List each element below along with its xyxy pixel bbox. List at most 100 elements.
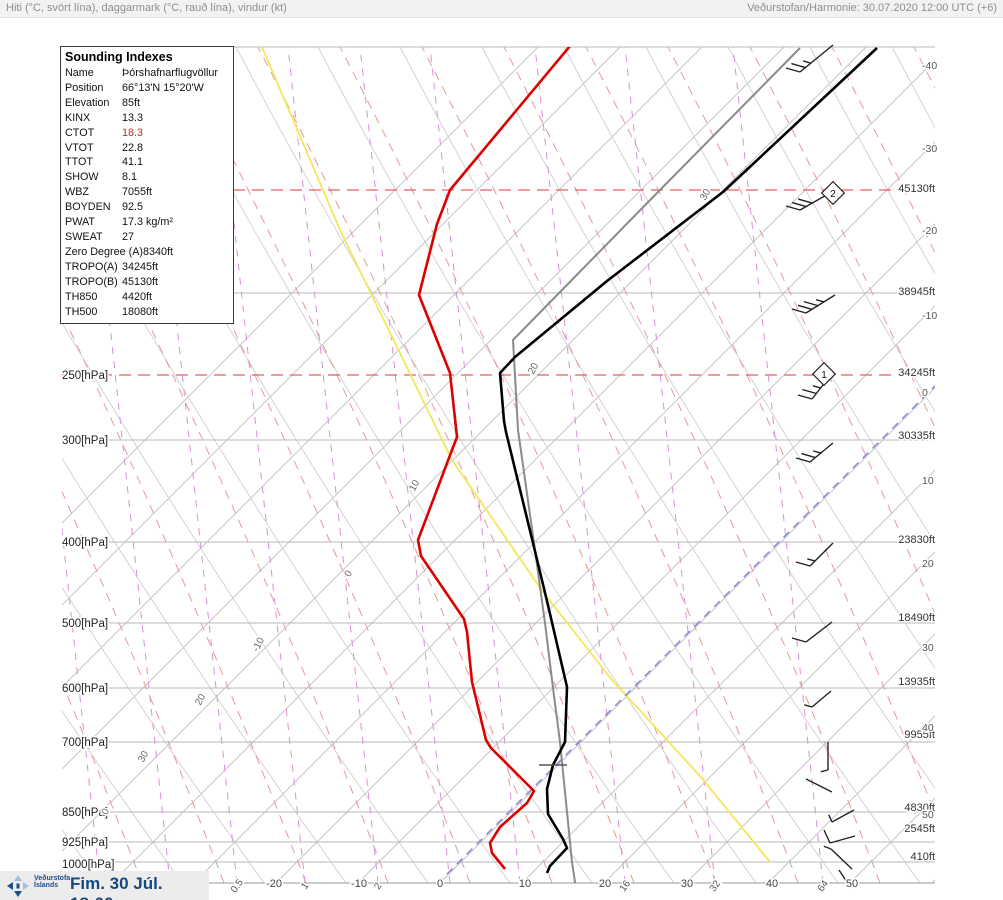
header-legend: Hiti (°C, svört lína), daggarmark (°C, r… [6,2,287,14]
index-value: 8340ft [143,245,174,258]
wind-barb-tick [823,829,831,844]
moist-adiabat-line [257,47,635,883]
moist-adiabat-line [0,47,60,883]
index-value: Þórshafnarflugvöllur [122,67,219,79]
dewpoint-curve [416,47,571,870]
pressure-axis-label: 850[hPa] [62,807,108,819]
yellow-reference-line [261,47,771,863]
dry-adiabat-line [563,47,935,669]
footer-datetime: Fim. 30 Júl. 18:00 [70,874,163,900]
freezing-isotherm-line [437,385,935,883]
mixing-ratio-label: 2 [372,880,384,891]
dry-adiabat-line [62,457,347,883]
mixing-ratio-line [359,47,451,883]
dry-adiabat-line [809,47,935,275]
wind-barb-half-tick [828,814,833,823]
wind-barb-half-tick [804,704,813,708]
index-row: SHOW 8.1 [65,170,233,185]
bottom-temp-label: 50 [846,878,858,890]
moist-adiabat-line [62,144,389,883]
moist-adiabat-line [62,681,143,883]
index-value: 27 [122,230,135,243]
pressure-axis-label: 700[hPa] [62,737,108,749]
wind-barb [823,829,856,844]
wind-barb-staff [805,294,836,314]
adiabat-label: -10 [251,635,268,653]
mixing-ratio-line [624,47,716,883]
wind-barb-staff [811,690,832,708]
index-label: SWEAT [65,230,103,243]
adiabat-label: 0 [343,568,356,578]
bottom-temp-label: 0 [437,878,443,890]
tropopause-marker-diamond [811,361,837,387]
index-row: PWAT 17.3 kg/m² [65,215,233,230]
index-label: Zero Degree (A) [65,245,144,258]
wind-barb-tick [797,304,813,310]
wind-barb-tick [785,67,801,73]
index-label: Name [65,67,94,79]
isotherm-line [521,469,935,883]
isotherm-line [111,59,935,883]
wind-barb-tick [802,388,817,395]
index-label: TROPO(B) [65,275,118,288]
adiabat-label: 20 [193,692,208,707]
isotherm-line [62,47,621,606]
right-temp-label: -20 [922,225,937,237]
dry-adiabat-line [317,47,839,883]
mixing-ratio-label: 16 [618,878,634,894]
wind-barb [795,542,834,567]
tropopause-marker: 1 [811,361,837,387]
moist-adiabat-line [62,312,307,883]
wind-barb-staff [838,869,852,889]
wind-barb-tick [797,198,813,204]
mixing-ratio-label: 0.5 [229,877,246,895]
index-label: TH500 [65,305,98,318]
isotherm-line [849,797,935,883]
index-row: Zero Degree (A) 8340ft [65,245,233,260]
right-temp-label: 30 [922,642,934,654]
wind-barb [804,690,832,708]
isotherm-line [931,879,935,883]
wind-barb [820,742,829,773]
index-value: 22.8 [122,141,144,154]
pressure-axis-label: 500[hPa] [62,618,108,630]
wind-barb-tick [785,205,801,211]
dry-adiabat-line [481,47,935,789]
index-row: VTOT 22.8 [65,141,233,156]
wind-barb-staff [830,848,853,870]
index-label: Position [65,81,104,94]
mixing-ratio-line [62,525,101,883]
index-row: Elevation 85ft [65,96,233,111]
altitude-axis-label: 13935ft [898,676,935,688]
index-row: TROPO(B) 45130ft [65,275,233,290]
altitude-axis-label: 4830ft [904,802,935,814]
right-temp-label: -10 [922,310,937,322]
lifted-parcel-curve [512,47,801,883]
index-value: 85ft [122,96,141,109]
bottom-temp-label: 30 [681,878,693,890]
pressure-axis-label: 400[hPa] [62,537,108,549]
wind-barb [805,778,833,793]
index-value: 8.1 [122,171,138,184]
altitude-axis-label: 9955ft [904,729,935,741]
wind-barb-half-tick [820,769,829,773]
index-value: 7055ft [122,186,153,199]
right-temp-label: 20 [922,558,934,570]
wind-barb [791,294,836,314]
index-label: TTOT [65,156,93,169]
right-temp-label: -40 [922,60,937,72]
index-row: TTOT 41.1 [65,155,233,170]
tropopause-marker: 2 [820,180,846,206]
wind-barb-tick [803,300,819,307]
index-value: 45130ft [122,275,159,288]
dry-adiabat-line [891,47,935,129]
tropopause-marker-diamond [820,180,846,206]
moist-adiabat-line [913,47,935,90]
wind-barb-half-tick [812,385,821,389]
moist-adiabat-line [585,47,935,815]
wind-barb-tick [791,308,807,314]
header-model-run: Veðurstofan/Harmonie: 30.07.2020 12:00 U… [747,2,997,14]
wind-barb-half-tick [812,450,821,454]
wind-barb [791,621,833,643]
altitude-axis-label: 2545ft [904,823,935,835]
